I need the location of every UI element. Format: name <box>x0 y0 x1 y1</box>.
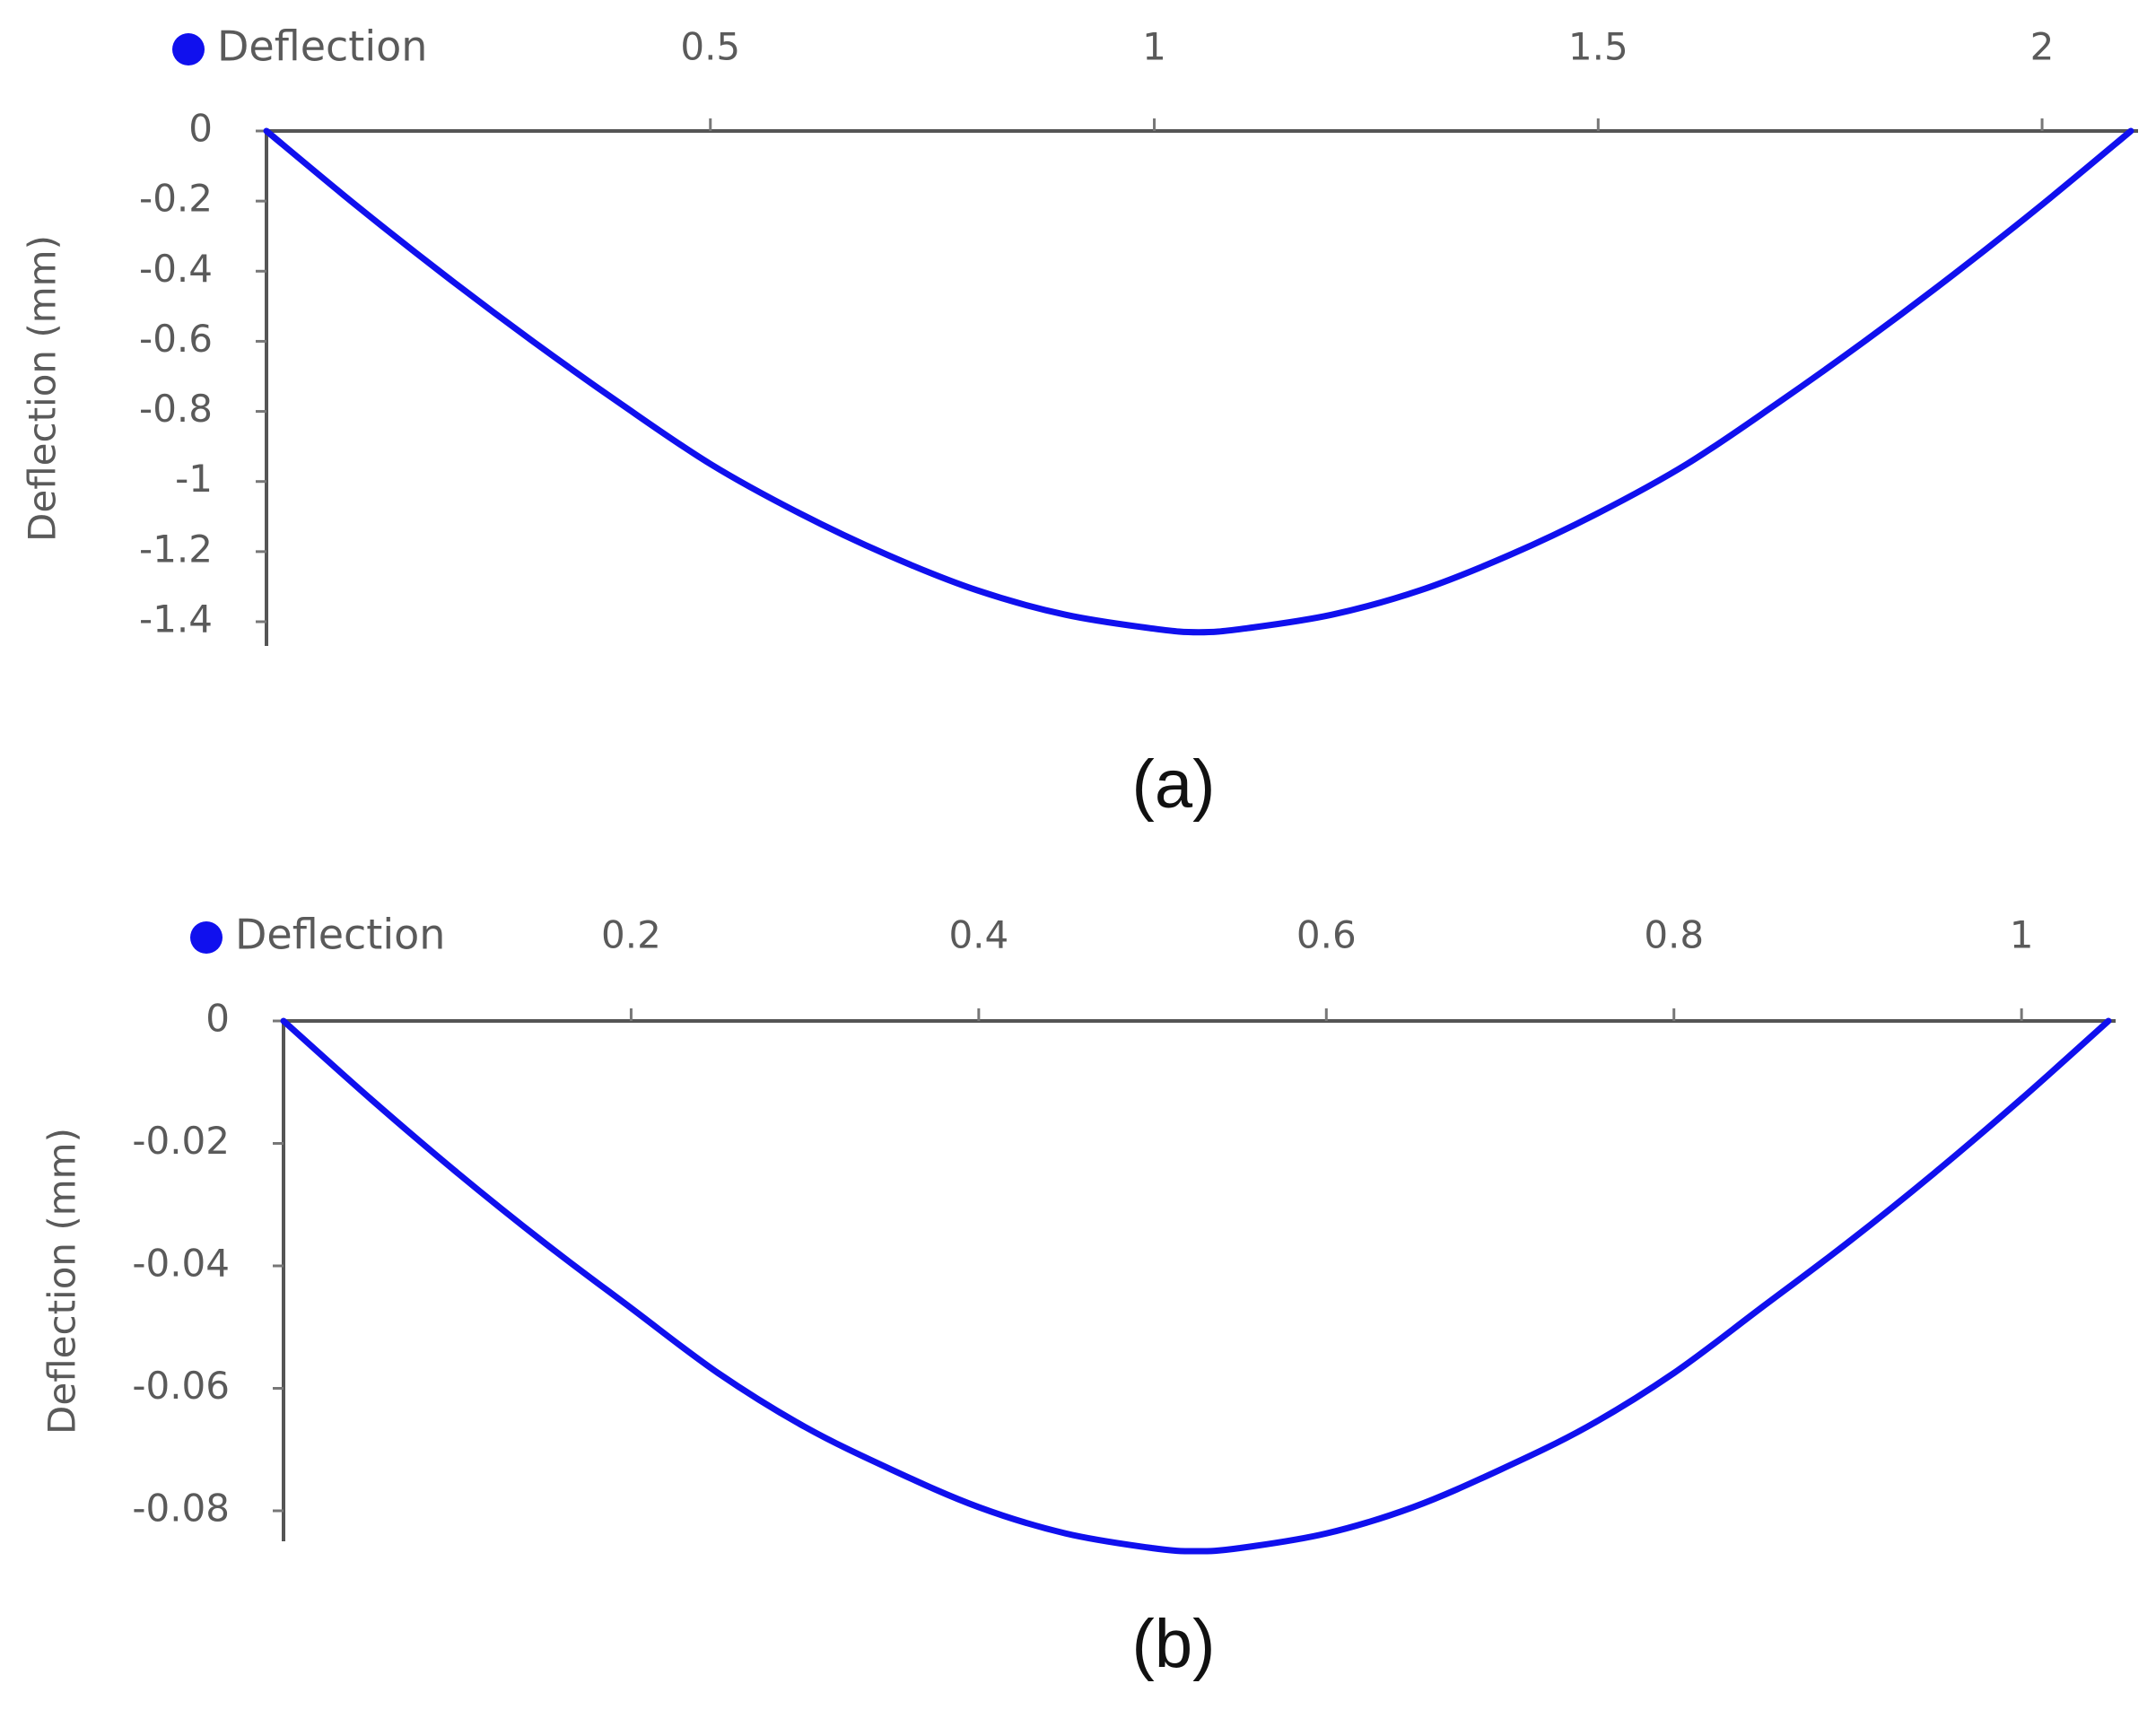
deflection-series-line <box>263 127 2134 636</box>
x-tick-label: 0.6 <box>1296 913 1357 957</box>
deflection-series-line <box>280 1017 2112 1555</box>
y-tick-label: -0.04 <box>132 1242 230 1286</box>
legend-label: Deflection <box>217 22 427 71</box>
y-tick-label: -0.06 <box>132 1364 230 1408</box>
legend-label: Deflection <box>235 911 445 959</box>
y-tick-label: -1 <box>175 457 213 501</box>
y-tick-label: 0 <box>205 997 230 1041</box>
x-tick-label: 0.5 <box>680 25 740 69</box>
y-tick-label: -0.2 <box>139 177 213 221</box>
chart-panel-a: 0.5 1 1.5 2 0 -0.2 -0.4 -0.6 -0.8 -1 -1.2 -1.4 Defle… <box>21 22 2138 823</box>
x-tick-label: 1 <box>2010 913 2034 957</box>
x-tick-label: 1.5 <box>1568 25 1628 69</box>
legend-marker <box>172 33 205 65</box>
panel-label: (a) <box>1132 746 1216 823</box>
y-tick-label: -0.02 <box>132 1119 230 1163</box>
panel-label: (b) <box>1132 1606 1216 1682</box>
y-axis-title: Deflection (mm) <box>40 1128 84 1435</box>
legend-marker <box>190 921 223 954</box>
y-tick-label: -0.08 <box>132 1487 230 1531</box>
y-tick-label: -0.6 <box>139 317 213 361</box>
y-tick-label: 0 <box>188 107 213 151</box>
x-tick-label: 0.4 <box>948 913 1008 957</box>
y-tick-label: -1.4 <box>139 597 213 641</box>
x-tick-label: 0.2 <box>601 913 661 957</box>
y-tick-label: -0.8 <box>139 387 213 431</box>
y-axis-title: Deflection (mm) <box>21 235 65 542</box>
x-tick-label: 1 <box>1142 25 1166 69</box>
chart-panel-b: 0.2 0.4 0.6 0.8 1 0 -0.02 -0.04 -0.06 -0.08 Deflec… <box>40 911 2116 1682</box>
x-tick-label: 0.8 <box>1644 913 1704 957</box>
x-tick-label: 2 <box>2030 25 2055 69</box>
y-tick-label: -1.2 <box>139 527 213 571</box>
y-tick-label: -0.4 <box>139 247 213 291</box>
